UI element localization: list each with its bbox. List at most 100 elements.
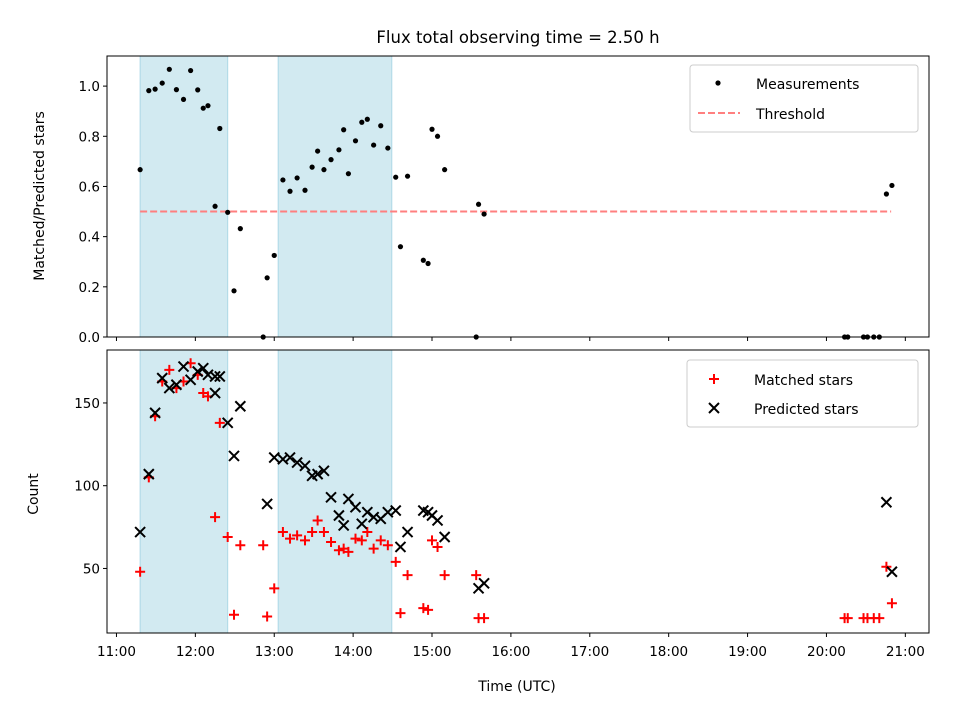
matched-star-point [135, 566, 146, 577]
predicted-star-point-stroke [209, 370, 221, 383]
predicted-star-point [228, 450, 240, 462]
predicted-star-point [192, 365, 204, 378]
matched-star-point-stroke [382, 540, 393, 551]
matched-star-point [418, 603, 429, 614]
legend-frame [686, 359, 919, 428]
predicted-star-point [234, 400, 247, 412]
matched-star-point-stroke [471, 570, 482, 581]
measurement-point [137, 167, 143, 173]
measurement-point [237, 226, 243, 232]
y-tick-label: 0.2 [79, 280, 100, 296]
predicted-star-point [478, 577, 490, 590]
legend-predicted-label: Predicted stars [754, 402, 859, 418]
x-tick-label: 12:00 [176, 644, 215, 660]
matched-star-point-stroke [390, 556, 401, 567]
legend-matched-marker-stroke [709, 374, 719, 384]
measurement-point [225, 209, 231, 215]
matched-star-point-stroke [874, 613, 885, 624]
matched-star-point-stroke [350, 533, 361, 544]
matched-star-point [382, 540, 393, 551]
predicted-star-point [390, 504, 402, 517]
observing-interval-shade [277, 349, 393, 634]
predicted-star-point [401, 526, 414, 538]
matched-star-point [269, 583, 280, 594]
predicted-star-point-stroke [349, 501, 362, 513]
matched-star-point [375, 535, 386, 546]
matched-star-point-stroke [368, 543, 379, 554]
matched-star-point [307, 527, 318, 538]
observing-shade-layer [139, 55, 393, 338]
matched-star-point-stroke [423, 604, 434, 615]
predicted-star-point-stroke [156, 372, 168, 384]
x-tick-label: 20:00 [807, 644, 846, 660]
measurement-point [420, 257, 426, 263]
matched-star-point-stroke [307, 527, 318, 538]
measurement-point [359, 119, 365, 125]
measurement-point [429, 126, 435, 132]
matched-star-point-stroke [210, 512, 221, 523]
matched-star-point-stroke [229, 609, 240, 620]
predicted-star-point [299, 460, 311, 472]
matched-star-point-stroke [333, 545, 344, 556]
predicted-star-point-stroke [192, 365, 204, 378]
predicted-star-point [318, 465, 330, 477]
predicted-star-point [349, 501, 362, 513]
matched-star-point-stroke [277, 527, 288, 538]
matched-star-point-stroke [362, 527, 373, 538]
measurement-point [385, 145, 391, 151]
predicted-star-point [325, 491, 337, 503]
chart-title: Flux total observing time = 2.50 h [376, 28, 659, 47]
predicted-star-point [209, 370, 221, 383]
ratio-legend: Measurements Threshold [689, 64, 919, 133]
x-tick-label: 19:00 [728, 644, 767, 660]
measurement-point [378, 123, 384, 129]
y-tick-label: 100 [74, 479, 100, 495]
legend-predicted-marker-stroke [708, 402, 720, 414]
predicted-star-point-stroke [311, 468, 324, 480]
predicted-star-point [337, 519, 350, 532]
predicted-star-point-stroke [134, 526, 146, 538]
predicted-star-point-stroke [337, 519, 350, 532]
predicted-star-point-stroke [390, 504, 402, 517]
matched-star-point-stroke [356, 535, 367, 546]
measurement-point [188, 67, 194, 74]
matched-star-point [258, 540, 269, 551]
matched-star-point [402, 570, 413, 581]
matched-star-point-stroke [439, 570, 450, 581]
matched-star-point [326, 536, 337, 547]
x-tick-label: 18:00 [649, 644, 688, 660]
matched-star-point [235, 540, 246, 551]
matched-star-point [439, 570, 450, 581]
predicted-star-point [214, 370, 226, 383]
predicted-star-point [880, 496, 893, 508]
predicted-star-point-stroke [221, 417, 234, 429]
matched-star-point [395, 608, 406, 619]
count-legend: Matched stars Predicted stars [686, 359, 919, 428]
legend-threshold-label: Threshold [755, 107, 825, 123]
predicted-star-point [156, 372, 168, 384]
matched-star-point-stroke [214, 417, 225, 428]
matched-star-point [471, 570, 482, 581]
matched-star-point [222, 532, 233, 543]
measurement-point [264, 275, 270, 281]
ratio-axes-layer: 0.0 0.2 0.4 0.6 0.8 1.0 [79, 79, 906, 346]
measurement-point [294, 175, 300, 181]
legend-measurements-marker [715, 80, 721, 86]
matched-star-point [427, 535, 438, 546]
measurement-point [302, 187, 308, 193]
predicted-star-point [143, 468, 155, 480]
predicted-star-point-stroke [325, 491, 337, 503]
matched-star-point [214, 417, 225, 428]
predicted-star-point-stroke [299, 460, 311, 472]
measurement-point [152, 86, 158, 92]
predicted-star-point-stroke [886, 566, 898, 578]
predicted-star-point [291, 456, 303, 469]
predicted-star-point-stroke [356, 518, 368, 530]
measurement-point [217, 125, 223, 132]
matched-star-point [881, 561, 892, 572]
count-axes-layer: 50 100 150 11:00 12:00 13:00 14:00 15:00 16:00 17… [74, 396, 925, 660]
predicted-star-point-stroke [170, 379, 183, 391]
predicted-star-point [431, 514, 444, 527]
matched-star-point [350, 533, 361, 544]
